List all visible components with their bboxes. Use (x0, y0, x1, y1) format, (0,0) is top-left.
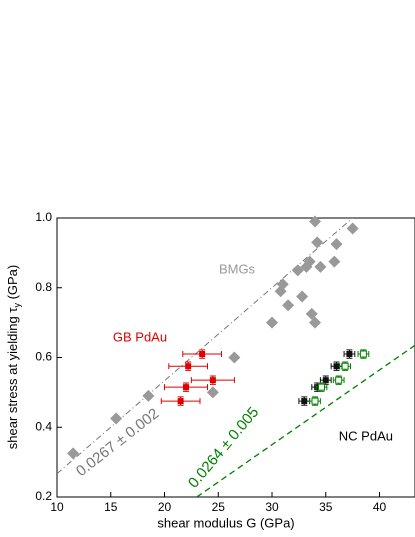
point (346, 351, 353, 358)
point (330, 238, 343, 251)
fit-lines (57, 218, 415, 497)
point (346, 222, 359, 235)
point (185, 363, 192, 370)
series-label: NC PdAu (339, 428, 393, 443)
plot-frame (56, 217, 415, 498)
y-tick-label: 0.4 (35, 419, 52, 433)
y-tick-label: 0.6 (35, 350, 52, 364)
point (110, 412, 123, 425)
point (333, 363, 340, 370)
x-tick-label: 40 (373, 500, 387, 514)
y-axis-label: shear stress at yielding τy (GPa) (5, 265, 22, 450)
point (309, 215, 322, 228)
x-tick-label: 30 (265, 500, 279, 514)
series-label: BMGs (219, 261, 256, 276)
point (282, 299, 295, 312)
point (67, 447, 80, 460)
point (177, 398, 184, 405)
point (301, 398, 308, 405)
point (209, 377, 216, 384)
point (317, 383, 325, 391)
point (314, 260, 327, 273)
point (341, 362, 349, 370)
point (311, 236, 324, 249)
point (296, 290, 309, 303)
point (199, 351, 206, 358)
fit-line (196, 344, 415, 497)
y-tick-label: 0.2 (35, 489, 52, 503)
point (322, 377, 329, 384)
y-tick-label: 1.0 (35, 210, 52, 224)
point (276, 278, 289, 291)
point (291, 264, 304, 277)
point (359, 350, 367, 358)
point (309, 316, 322, 329)
x-tick-label: 25 (212, 500, 226, 514)
point (303, 255, 316, 268)
point (335, 376, 343, 384)
point (328, 255, 341, 268)
fit-line (57, 218, 353, 475)
x-tick-label: 35 (319, 500, 333, 514)
x-axis-label: shear modulus G (GPa) (157, 515, 294, 530)
x-tick-label: 10 (50, 500, 64, 514)
x-tick-label: 20 (158, 500, 172, 514)
point (183, 384, 190, 391)
point (228, 351, 241, 364)
point (206, 386, 219, 399)
point (266, 316, 279, 329)
y-tick-label: 0.8 (35, 280, 52, 294)
series-label: GB PdAu (113, 329, 167, 344)
x-tick-label: 15 (104, 500, 118, 514)
point (142, 389, 155, 402)
point (311, 397, 319, 405)
